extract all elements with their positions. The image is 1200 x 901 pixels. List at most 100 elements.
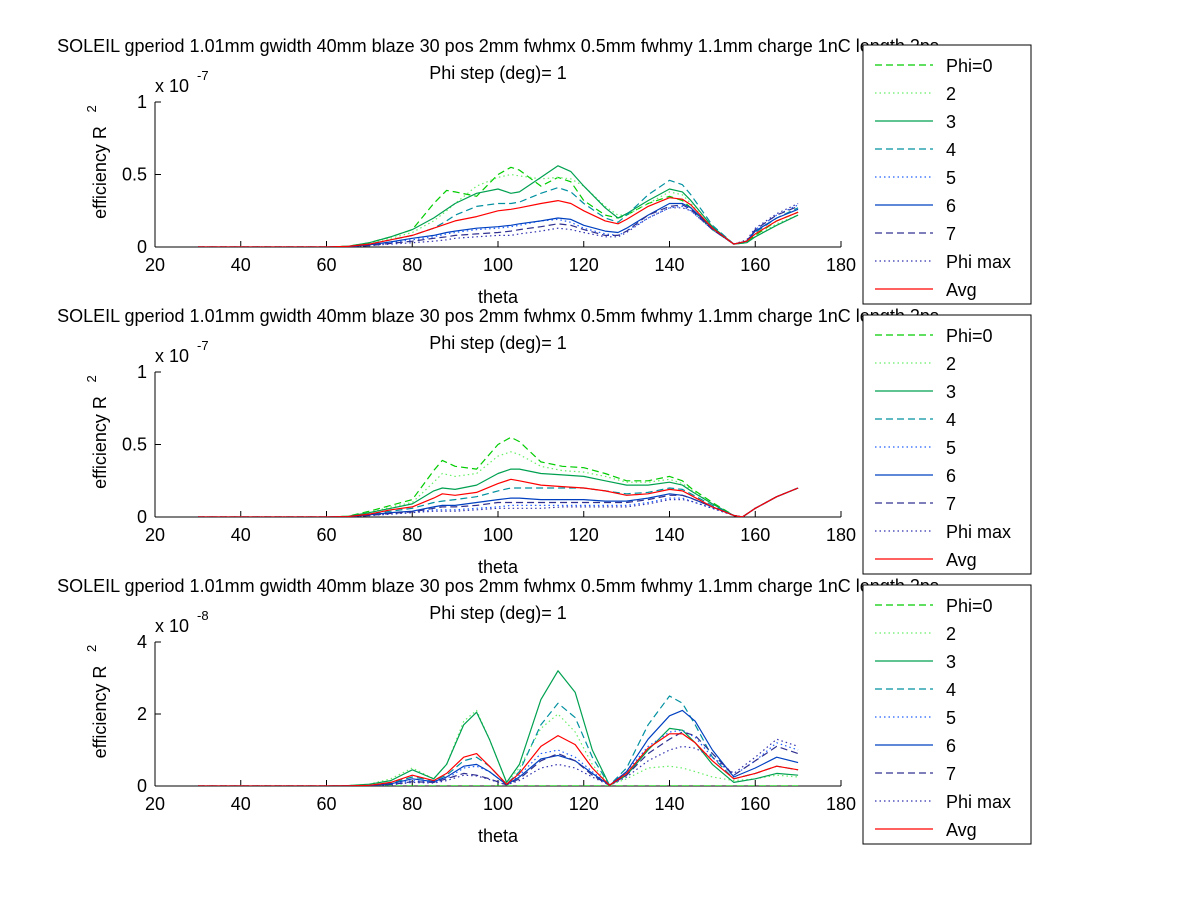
legend: Phi=0 2 3 4 5 6 7 Phi max Avg (862, 44, 1032, 305)
series-line-4 (197, 695, 799, 786)
y-exponent-superscript: -7 (197, 338, 209, 353)
x-tick-label: 40 (231, 255, 251, 275)
y-axis-label-group: efficiency R 2 (84, 375, 110, 489)
x-tick-label: 120 (569, 794, 599, 814)
legend-entry: Phi max (946, 522, 1011, 542)
plot-subtitle: Phi step (deg)= 1 (429, 333, 567, 353)
legend-entry: 5 (946, 708, 956, 728)
y-exponent: x 10 (155, 616, 189, 636)
x-tick-label: 140 (654, 794, 684, 814)
subplot-2: SOLEIL gperiod 1.01mm gwidth 40mm blaze … (57, 306, 1032, 577)
legend-entry: 6 (946, 736, 956, 756)
legend-entry: Phi=0 (946, 326, 993, 346)
plot-title: SOLEIL gperiod 1.01mm gwidth 40mm blaze … (57, 576, 939, 596)
y-axis-label-superscript: 2 (84, 105, 99, 112)
y-tick-label: 1 (137, 92, 147, 112)
y-tick-label: 0.5 (122, 435, 147, 455)
series-line-phi-max (197, 487, 799, 517)
legend: Phi=0 2 3 4 5 6 7 Phi max Avg (862, 584, 1032, 845)
y-axis-label: efficiency R (90, 666, 110, 759)
x-tick-label: 40 (231, 794, 251, 814)
y-axis-label-superscript: 2 (84, 375, 99, 382)
y-exponent-superscript: -8 (197, 608, 209, 623)
x-tick-label: 180 (826, 525, 856, 545)
x-tick-label: 60 (316, 255, 336, 275)
x-tick-label: 20 (145, 525, 165, 545)
legend-box (862, 44, 1032, 305)
y-axis-label-group: efficiency R 2 (84, 645, 110, 759)
legend: Phi=0 2 3 4 5 6 7 Phi max Avg (862, 314, 1032, 575)
legend-entry: 4 (946, 680, 956, 700)
x-tick-label: 20 (145, 794, 165, 814)
series-line-2 (197, 709, 799, 786)
legend-entry: Phi=0 (946, 56, 993, 76)
legend-entry: 2 (946, 84, 956, 104)
legend-entry: 7 (946, 224, 956, 244)
x-axis-label: theta (478, 557, 519, 577)
x-tick-label: 80 (402, 525, 422, 545)
x-tick-label: 60 (316, 794, 336, 814)
plot-subtitle: Phi step (deg)= 1 (429, 603, 567, 623)
legend-entry: Avg (946, 820, 977, 840)
x-tick-label: 100 (483, 525, 513, 545)
series-line-phi-0 (197, 436, 799, 517)
series-line-avg (197, 733, 799, 786)
x-tick-label: 120 (569, 525, 599, 545)
series-line-4 (197, 487, 799, 517)
y-tick-label: 0 (137, 237, 147, 257)
series-line-avg (197, 478, 799, 517)
y-exponent: x 10 (155, 76, 189, 96)
y-tick-label: 1 (137, 362, 147, 382)
y-tick-label: 4 (137, 632, 147, 652)
series-line-3 (197, 165, 799, 247)
x-tick-label: 100 (483, 794, 513, 814)
x-axis-label: theta (478, 287, 519, 307)
legend-entry: 3 (946, 382, 956, 402)
x-tick-label: 80 (402, 255, 422, 275)
legend-entry: 5 (946, 438, 956, 458)
series-line-avg (197, 197, 799, 247)
y-tick-label: 2 (137, 704, 147, 724)
plot-title: SOLEIL gperiod 1.01mm gwidth 40mm blaze … (57, 306, 939, 326)
x-tick-label: 140 (654, 525, 684, 545)
legend-entry: 3 (946, 652, 956, 672)
x-tick-label: 160 (740, 794, 770, 814)
x-tick-label: 160 (740, 255, 770, 275)
y-axis-label: efficiency R (90, 396, 110, 489)
y-axis-label: efficiency R (90, 126, 110, 219)
x-tick-label: 40 (231, 525, 251, 545)
legend-entry: 7 (946, 764, 956, 784)
series-group (197, 670, 799, 786)
x-tick-label: 180 (826, 794, 856, 814)
legend-entry: 4 (946, 410, 956, 430)
y-tick-label: 0 (137, 776, 147, 796)
y-tick-label: 0 (137, 507, 147, 527)
x-tick-label: 80 (402, 794, 422, 814)
x-tick-label: 20 (145, 255, 165, 275)
legend-entry: 3 (946, 112, 956, 132)
series-line-3 (197, 670, 799, 786)
y-tick-label: 0.5 (122, 165, 147, 185)
series-line-phi-max (197, 738, 799, 786)
legend-entry: Phi max (946, 252, 1011, 272)
legend-entry: Avg (946, 280, 977, 300)
x-tick-label: 100 (483, 255, 513, 275)
plot-title: SOLEIL gperiod 1.01mm gwidth 40mm blaze … (57, 36, 939, 56)
legend-box (862, 584, 1032, 845)
legend-entry: Phi max (946, 792, 1011, 812)
subplot-3: SOLEIL gperiod 1.01mm gwidth 40mm blaze … (57, 576, 1032, 846)
y-axis-label-group: efficiency R 2 (84, 105, 110, 219)
subplot-1: SOLEIL gperiod 1.01mm gwidth 40mm blaze … (57, 36, 1032, 307)
series-line-3 (197, 468, 799, 517)
legend-entry: Phi=0 (946, 596, 993, 616)
y-axis-label-superscript: 2 (84, 645, 99, 652)
series-line-5 (197, 729, 799, 786)
y-exponent-superscript: -7 (197, 68, 209, 83)
subplots: SOLEIL gperiod 1.01mm gwidth 40mm blaze … (57, 36, 1032, 846)
x-tick-label: 180 (826, 255, 856, 275)
x-tick-label: 60 (316, 525, 336, 545)
legend-entry: 2 (946, 624, 956, 644)
series-group (197, 165, 799, 247)
legend-entry: 5 (946, 168, 956, 188)
